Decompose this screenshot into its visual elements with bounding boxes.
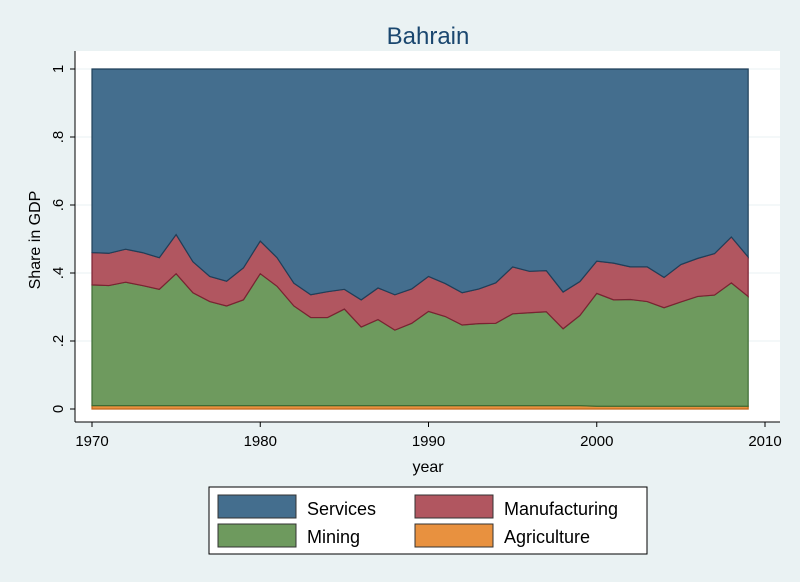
y-axis-label: Share in GDP bbox=[27, 191, 44, 290]
axes: 0 .2 .4 .6 .8 1 1970 1980 1990 2000 2010 bbox=[50, 51, 782, 450]
legend-label-manufacturing: Manufacturing bbox=[504, 499, 618, 519]
legend-label-services: Services bbox=[307, 499, 376, 519]
legend-label-agriculture: Agriculture bbox=[504, 527, 590, 547]
x-tick-label: 1980 bbox=[244, 433, 277, 450]
x-axis-label: year bbox=[412, 459, 444, 476]
y-tick-label: 1 bbox=[50, 65, 67, 73]
legend-swatch-services bbox=[217, 494, 297, 519]
legend-swatch-manufacturing bbox=[414, 494, 494, 519]
y-tick-label: 0 bbox=[50, 405, 67, 413]
area-services bbox=[91, 68, 749, 301]
legend-swatch-agriculture bbox=[414, 523, 494, 548]
x-tick-label: 2000 bbox=[580, 433, 613, 450]
area-series bbox=[91, 68, 749, 410]
x-tick-label: 2010 bbox=[748, 433, 781, 450]
x-tick-label: 1990 bbox=[412, 433, 445, 450]
chart-title: Bahrain bbox=[387, 23, 470, 50]
y-tick-label: .2 bbox=[50, 335, 67, 348]
legend: Services Manufacturing Mining Agriculture bbox=[208, 486, 648, 555]
y-tick-label: .6 bbox=[50, 199, 67, 212]
legend-swatch-mining bbox=[217, 523, 297, 548]
x-tick-label: 1970 bbox=[75, 433, 108, 450]
y-tick-label: .8 bbox=[50, 131, 67, 144]
y-tick-label: .4 bbox=[50, 267, 67, 280]
legend-label-mining: Mining bbox=[307, 527, 360, 547]
